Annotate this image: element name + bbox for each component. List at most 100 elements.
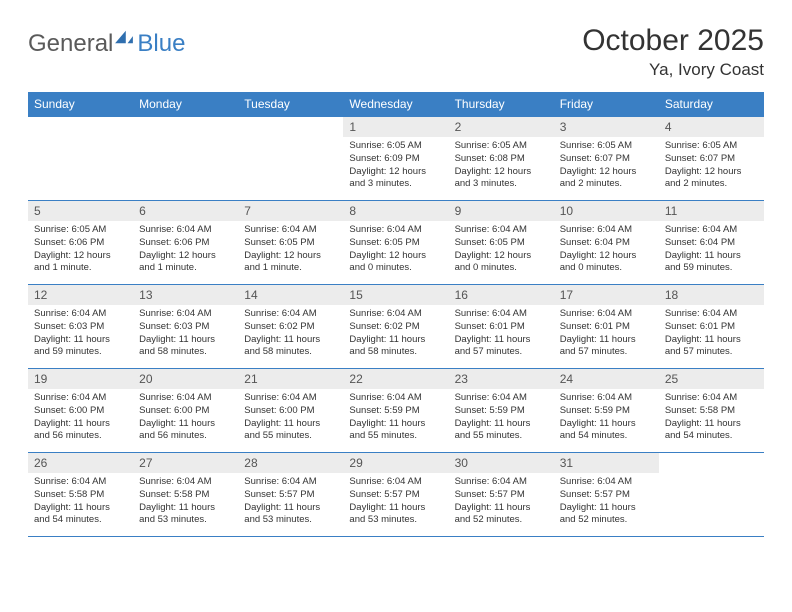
calendar-day: 15Sunrise: 6:04 AMSunset: 6:02 PMDayligh… [343, 285, 448, 369]
day-number: 24 [554, 369, 659, 389]
day-number: 20 [133, 369, 238, 389]
day-number [28, 117, 133, 123]
calendar-day: 19Sunrise: 6:04 AMSunset: 6:00 PMDayligh… [28, 369, 133, 453]
day-number: 17 [554, 285, 659, 305]
calendar-day [659, 453, 764, 537]
calendar-week: 5Sunrise: 6:05 AMSunset: 6:06 PMDaylight… [28, 201, 764, 285]
day-details: Sunrise: 6:04 AMSunset: 6:06 PMDaylight:… [133, 221, 238, 279]
day-details: Sunrise: 6:04 AMSunset: 5:57 PMDaylight:… [449, 473, 554, 531]
calendar-day [28, 117, 133, 201]
day-number: 26 [28, 453, 133, 473]
day-details: Sunrise: 6:04 AMSunset: 5:59 PMDaylight:… [554, 389, 659, 447]
day-details: Sunrise: 6:05 AMSunset: 6:08 PMDaylight:… [449, 137, 554, 195]
day-number: 30 [449, 453, 554, 473]
day-number: 2 [449, 117, 554, 137]
calendar-day [133, 117, 238, 201]
day-details: Sunrise: 6:04 AMSunset: 6:01 PMDaylight:… [449, 305, 554, 363]
weekday-header: Sunday [28, 92, 133, 117]
calendar-day: 26Sunrise: 6:04 AMSunset: 5:58 PMDayligh… [28, 453, 133, 537]
day-number: 6 [133, 201, 238, 221]
weekday-header: Wednesday [343, 92, 448, 117]
calendar-day: 5Sunrise: 6:05 AMSunset: 6:06 PMDaylight… [28, 201, 133, 285]
calendar-day: 31Sunrise: 6:04 AMSunset: 5:57 PMDayligh… [554, 453, 659, 537]
calendar-day: 4Sunrise: 6:05 AMSunset: 6:07 PMDaylight… [659, 117, 764, 201]
day-number: 18 [659, 285, 764, 305]
day-number: 23 [449, 369, 554, 389]
calendar-day: 10Sunrise: 6:04 AMSunset: 6:04 PMDayligh… [554, 201, 659, 285]
calendar-day: 12Sunrise: 6:04 AMSunset: 6:03 PMDayligh… [28, 285, 133, 369]
calendar-day: 3Sunrise: 6:05 AMSunset: 6:07 PMDaylight… [554, 117, 659, 201]
day-details: Sunrise: 6:04 AMSunset: 6:04 PMDaylight:… [659, 221, 764, 279]
day-number: 15 [343, 285, 448, 305]
day-number: 12 [28, 285, 133, 305]
brand-part1: General [28, 30, 113, 58]
day-details: Sunrise: 6:04 AMSunset: 6:01 PMDaylight:… [554, 305, 659, 363]
brand-part2: Blue [137, 30, 185, 58]
calendar-table: SundayMondayTuesdayWednesdayThursdayFrid… [28, 92, 764, 537]
day-details: Sunrise: 6:04 AMSunset: 6:01 PMDaylight:… [659, 305, 764, 363]
day-number: 22 [343, 369, 448, 389]
day-details: Sunrise: 6:04 AMSunset: 6:00 PMDaylight:… [133, 389, 238, 447]
calendar-day: 20Sunrise: 6:04 AMSunset: 6:00 PMDayligh… [133, 369, 238, 453]
day-details: Sunrise: 6:05 AMSunset: 6:06 PMDaylight:… [28, 221, 133, 279]
title-block: October 2025 Ya, Ivory Coast [582, 24, 764, 80]
sail-icon [113, 29, 135, 45]
calendar-day: 30Sunrise: 6:04 AMSunset: 5:57 PMDayligh… [449, 453, 554, 537]
day-details: Sunrise: 6:05 AMSunset: 6:09 PMDaylight:… [343, 137, 448, 195]
calendar-day: 22Sunrise: 6:04 AMSunset: 5:59 PMDayligh… [343, 369, 448, 453]
day-number: 1 [343, 117, 448, 137]
weekday-header: Thursday [449, 92, 554, 117]
calendar-day: 28Sunrise: 6:04 AMSunset: 5:57 PMDayligh… [238, 453, 343, 537]
day-details: Sunrise: 6:04 AMSunset: 5:58 PMDaylight:… [28, 473, 133, 531]
day-details: Sunrise: 6:04 AMSunset: 5:58 PMDaylight:… [659, 389, 764, 447]
day-number: 4 [659, 117, 764, 137]
day-number: 11 [659, 201, 764, 221]
calendar-day: 24Sunrise: 6:04 AMSunset: 5:59 PMDayligh… [554, 369, 659, 453]
location-label: Ya, Ivory Coast [582, 60, 764, 80]
day-details: Sunrise: 6:04 AMSunset: 5:57 PMDaylight:… [238, 473, 343, 531]
calendar-day: 9Sunrise: 6:04 AMSunset: 6:05 PMDaylight… [449, 201, 554, 285]
day-details: Sunrise: 6:04 AMSunset: 6:03 PMDaylight:… [133, 305, 238, 363]
calendar-day: 11Sunrise: 6:04 AMSunset: 6:04 PMDayligh… [659, 201, 764, 285]
day-number: 25 [659, 369, 764, 389]
calendar-head: SundayMondayTuesdayWednesdayThursdayFrid… [28, 92, 764, 117]
day-details: Sunrise: 6:04 AMSunset: 5:58 PMDaylight:… [133, 473, 238, 531]
day-number: 10 [554, 201, 659, 221]
day-details: Sunrise: 6:04 AMSunset: 6:02 PMDaylight:… [238, 305, 343, 363]
day-details: Sunrise: 6:04 AMSunset: 5:57 PMDaylight:… [343, 473, 448, 531]
day-number: 5 [28, 201, 133, 221]
calendar-day: 27Sunrise: 6:04 AMSunset: 5:58 PMDayligh… [133, 453, 238, 537]
weekday-header: Tuesday [238, 92, 343, 117]
calendar-day: 23Sunrise: 6:04 AMSunset: 5:59 PMDayligh… [449, 369, 554, 453]
day-details: Sunrise: 6:04 AMSunset: 5:57 PMDaylight:… [554, 473, 659, 531]
header: General Blue October 2025 Ya, Ivory Coas… [28, 24, 764, 80]
calendar-week: 26Sunrise: 6:04 AMSunset: 5:58 PMDayligh… [28, 453, 764, 537]
day-details: Sunrise: 6:04 AMSunset: 6:05 PMDaylight:… [449, 221, 554, 279]
calendar-day: 18Sunrise: 6:04 AMSunset: 6:01 PMDayligh… [659, 285, 764, 369]
day-details: Sunrise: 6:05 AMSunset: 6:07 PMDaylight:… [554, 137, 659, 195]
day-number: 9 [449, 201, 554, 221]
day-number: 28 [238, 453, 343, 473]
calendar-body: 1Sunrise: 6:05 AMSunset: 6:09 PMDaylight… [28, 117, 764, 537]
day-details: Sunrise: 6:04 AMSunset: 6:05 PMDaylight:… [343, 221, 448, 279]
calendar-day: 29Sunrise: 6:04 AMSunset: 5:57 PMDayligh… [343, 453, 448, 537]
calendar-day: 1Sunrise: 6:05 AMSunset: 6:09 PMDaylight… [343, 117, 448, 201]
day-number: 19 [28, 369, 133, 389]
weekday-header: Monday [133, 92, 238, 117]
brand-logo: General Blue [28, 30, 185, 58]
day-number: 14 [238, 285, 343, 305]
day-number: 29 [343, 453, 448, 473]
day-details: Sunrise: 6:04 AMSunset: 6:05 PMDaylight:… [238, 221, 343, 279]
calendar-week: 19Sunrise: 6:04 AMSunset: 6:00 PMDayligh… [28, 369, 764, 453]
day-details: Sunrise: 6:04 AMSunset: 6:04 PMDaylight:… [554, 221, 659, 279]
day-details: Sunrise: 6:05 AMSunset: 6:07 PMDaylight:… [659, 137, 764, 195]
calendar-day: 13Sunrise: 6:04 AMSunset: 6:03 PMDayligh… [133, 285, 238, 369]
day-number [133, 117, 238, 123]
day-details: Sunrise: 6:04 AMSunset: 6:02 PMDaylight:… [343, 305, 448, 363]
calendar-day: 16Sunrise: 6:04 AMSunset: 6:01 PMDayligh… [449, 285, 554, 369]
month-title: October 2025 [582, 24, 764, 58]
calendar-day: 25Sunrise: 6:04 AMSunset: 5:58 PMDayligh… [659, 369, 764, 453]
day-number: 8 [343, 201, 448, 221]
day-details: Sunrise: 6:04 AMSunset: 6:03 PMDaylight:… [28, 305, 133, 363]
calendar-day: 6Sunrise: 6:04 AMSunset: 6:06 PMDaylight… [133, 201, 238, 285]
